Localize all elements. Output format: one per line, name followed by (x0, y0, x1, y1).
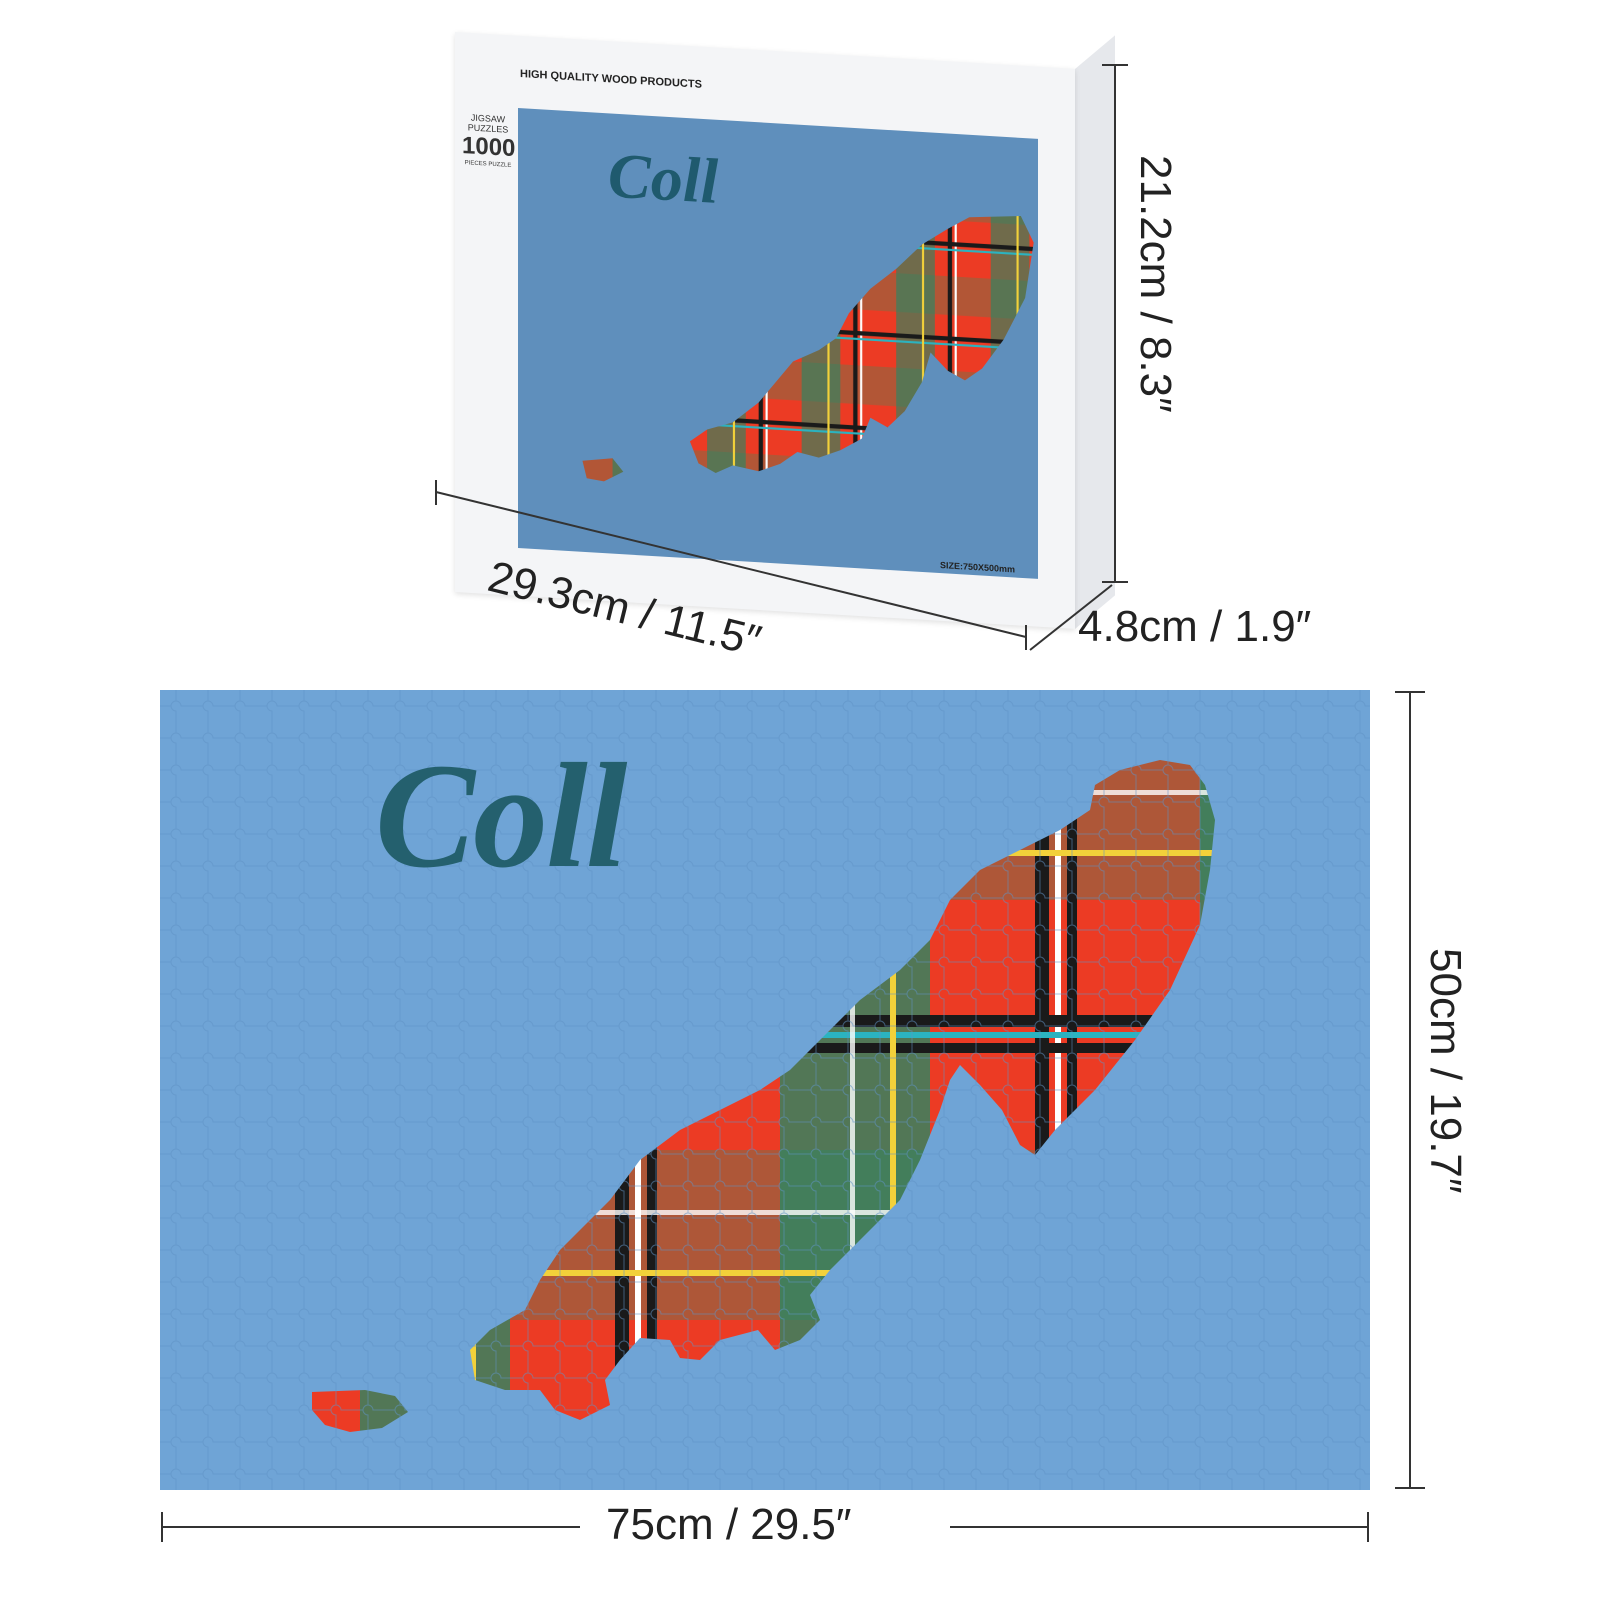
puzzle-width-label: 75cm / 29.5″ (606, 1500, 852, 1549)
puzzle-box-image: HIGH QUALITY WOOD PRODUCTS JIGSAW PUZZLE… (0, 0, 1600, 680)
box-depth-label: 4.8cm / 1.9″ (1078, 602, 1312, 651)
puzzle-height-label: 50cm / 19.7″ (1421, 948, 1470, 1194)
box-island-map (582, 216, 1034, 482)
box-dimension-lines (435, 64, 1128, 651)
puzzle-title: Coll (375, 733, 627, 899)
assembled-puzzle: Coll (160, 690, 1370, 1490)
box-artwork: Coll (518, 108, 1038, 579)
puzzle-artwork (160, 690, 1370, 1490)
